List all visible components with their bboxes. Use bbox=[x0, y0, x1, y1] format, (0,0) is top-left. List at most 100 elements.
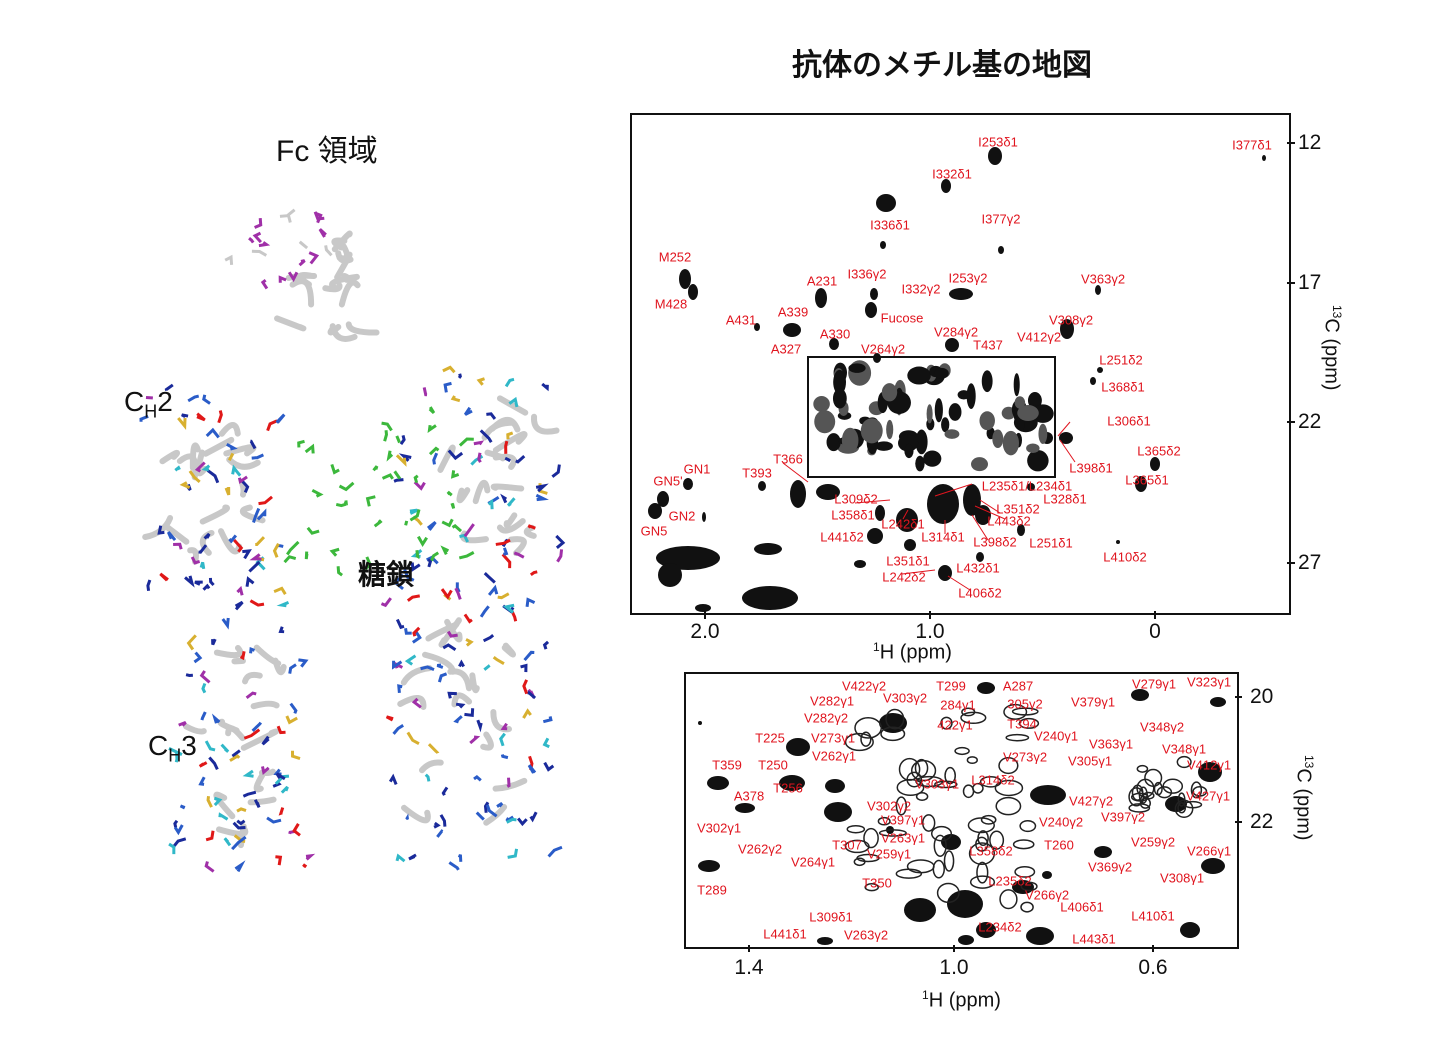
side-chain bbox=[261, 766, 270, 775]
side-chain bbox=[500, 493, 508, 504]
side-chain bbox=[500, 722, 508, 731]
peak-contour bbox=[1174, 799, 1194, 818]
side-chain bbox=[542, 737, 550, 749]
glycan-chain bbox=[297, 439, 305, 448]
peak-contour bbox=[1018, 717, 1040, 729]
peak-contour bbox=[1060, 319, 1074, 339]
side-chain bbox=[404, 654, 417, 666]
side-chain bbox=[252, 507, 261, 523]
peak-label: T299 bbox=[936, 678, 966, 694]
side-chain bbox=[454, 587, 462, 600]
side-chain bbox=[181, 413, 189, 418]
ch3-sub: H bbox=[168, 745, 182, 766]
side-chain bbox=[157, 525, 165, 535]
side-chain bbox=[479, 429, 493, 443]
peak-label: L398δ1 bbox=[1069, 460, 1113, 476]
peak-contour bbox=[1150, 457, 1160, 471]
peak-label: V266γ1 bbox=[1186, 843, 1232, 859]
peak-contour bbox=[878, 829, 907, 837]
side-chain bbox=[410, 562, 421, 572]
side-chain bbox=[266, 816, 282, 824]
side-chain bbox=[506, 817, 517, 824]
peak-label: V282γ2 bbox=[803, 710, 849, 726]
peak-contour bbox=[853, 857, 866, 867]
ribbon-strand bbox=[242, 671, 263, 685]
hinge-chain bbox=[298, 259, 306, 267]
hinge-chain bbox=[278, 275, 287, 283]
peak-label: L328δ1 bbox=[1043, 491, 1087, 507]
side-chain bbox=[305, 853, 316, 861]
side-chain bbox=[234, 860, 246, 873]
hinge-chain bbox=[286, 213, 292, 223]
peak-contour bbox=[1180, 922, 1200, 938]
peak-contour bbox=[1128, 803, 1151, 813]
peak-label: L351δ1 bbox=[886, 553, 930, 569]
peak-contour bbox=[881, 383, 898, 402]
side-chain bbox=[275, 855, 283, 866]
side-chain bbox=[188, 470, 201, 484]
ribbon-strand bbox=[240, 728, 279, 751]
peak-contour bbox=[876, 194, 896, 212]
peak-contour bbox=[938, 565, 952, 581]
side-chain bbox=[427, 558, 433, 568]
peak-contour bbox=[963, 484, 981, 516]
peak-contour bbox=[702, 512, 706, 522]
leader-line bbox=[782, 462, 809, 483]
peak-contour bbox=[875, 441, 893, 451]
side-chain bbox=[398, 453, 412, 462]
side-chain bbox=[465, 638, 474, 647]
peak-contour bbox=[860, 418, 883, 444]
peak-label: L358δ1 bbox=[831, 507, 875, 523]
ribbon-strand bbox=[213, 791, 236, 820]
side-chain bbox=[450, 395, 461, 403]
peak-contour bbox=[907, 366, 931, 385]
hinge-chain bbox=[318, 228, 327, 238]
ribbon-strand bbox=[289, 278, 315, 308]
peak-label: I377δ1 bbox=[1232, 137, 1272, 153]
side-chain bbox=[504, 440, 509, 454]
peak-contour bbox=[1027, 392, 1042, 409]
peak-contour bbox=[944, 766, 956, 785]
ch2-c: C bbox=[124, 386, 145, 417]
side-chain bbox=[231, 835, 247, 851]
peak-contour bbox=[1020, 881, 1038, 892]
ribbon-strand bbox=[490, 483, 525, 492]
side-chain bbox=[243, 728, 261, 740]
peak-contour bbox=[895, 868, 923, 879]
glycan-chain bbox=[417, 535, 428, 548]
side-chain bbox=[249, 553, 262, 561]
side-chain bbox=[199, 561, 206, 570]
side-chain bbox=[443, 381, 452, 393]
top-y-tick: 27 bbox=[1298, 551, 1322, 574]
side-chain bbox=[482, 634, 495, 643]
peak-contour bbox=[1026, 927, 1054, 945]
peak-contour bbox=[1012, 839, 1035, 850]
peak-contour bbox=[1162, 778, 1184, 794]
ribbon-strand bbox=[421, 651, 456, 675]
peak-contour bbox=[826, 433, 841, 452]
side-chain bbox=[204, 740, 216, 752]
glycan-chain bbox=[427, 424, 437, 433]
side-chain bbox=[289, 702, 298, 714]
ribbon-strand bbox=[472, 479, 491, 505]
peak-contour bbox=[1177, 792, 1186, 807]
side-chain bbox=[285, 715, 298, 725]
side-chain bbox=[506, 777, 511, 788]
peak-contour bbox=[949, 288, 973, 300]
peak-contour bbox=[790, 480, 806, 508]
peak-contour bbox=[1094, 846, 1112, 858]
ribbon-strand bbox=[329, 323, 358, 342]
side-chain bbox=[527, 764, 537, 774]
peak-contour bbox=[679, 269, 691, 289]
peak-contour bbox=[824, 802, 852, 822]
peak-label: L306δ1 bbox=[1107, 413, 1151, 429]
side-chain bbox=[420, 665, 435, 672]
peak-contour bbox=[934, 780, 958, 789]
bottom-y-axis-title: 13C (ppm) bbox=[1291, 755, 1316, 841]
ribbon-strand bbox=[183, 723, 207, 735]
peak-contour bbox=[898, 434, 919, 452]
side-chain bbox=[385, 715, 394, 722]
side-chain bbox=[556, 549, 564, 563]
ribbon-strand bbox=[336, 243, 350, 262]
glycan-chain bbox=[393, 470, 402, 480]
